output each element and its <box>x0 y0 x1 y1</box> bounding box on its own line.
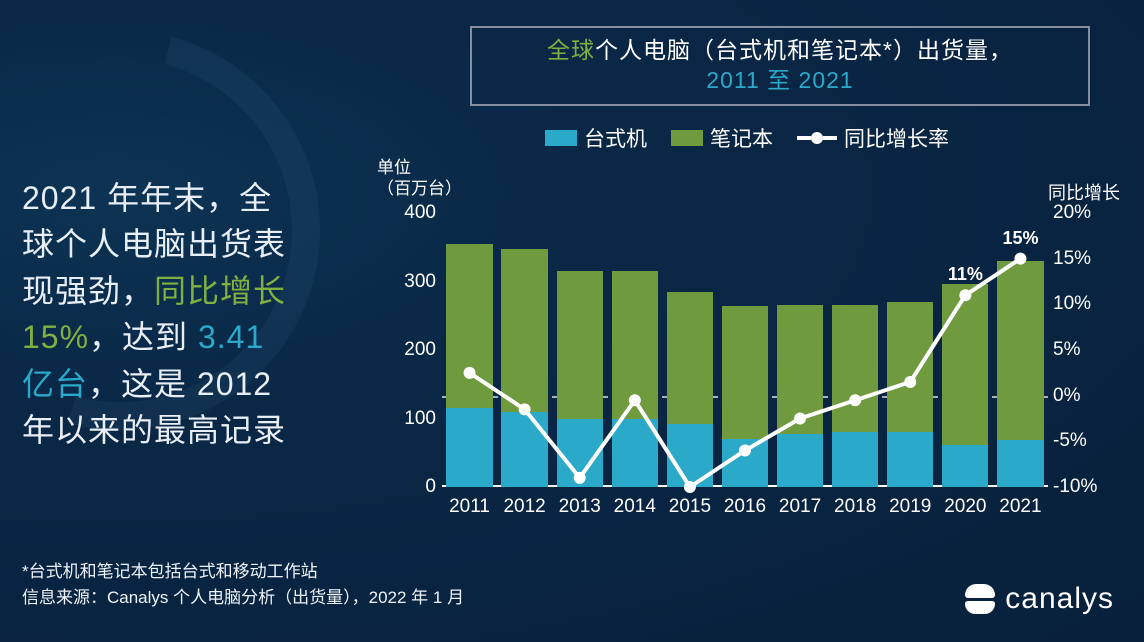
legend-growth: 同比增长率 <box>797 123 949 153</box>
legend: 台式机 笔记本 同比增长率 <box>545 123 949 153</box>
plot-region: 0100200300400-10%-5%0%5%10%15%20%2011201… <box>442 213 1048 487</box>
x-tick-label: 2016 <box>715 496 775 518</box>
bar-notebook <box>612 271 658 418</box>
y2-tick: 0% <box>1053 385 1108 407</box>
legend-desktop: 台式机 <box>545 123 647 153</box>
legend-notebook: 笔记本 <box>671 123 773 153</box>
brand-logo: canalys <box>965 582 1114 616</box>
title-mid: 个人电脑（台式机和笔记本*）出货量， <box>595 37 1013 63</box>
footnote: *台式机和笔记本包括台式和移动工作站 信息来源：Canalys 个人电脑分析（出… <box>22 559 464 610</box>
bar-notebook <box>832 305 878 432</box>
x-tick-label: 2011 <box>440 496 500 518</box>
bar-desktop <box>997 440 1043 487</box>
bar-notebook <box>942 284 988 445</box>
bar-desktop <box>446 408 492 487</box>
bar-desktop <box>501 412 547 487</box>
y2-tick: -10% <box>1053 476 1108 498</box>
bar-desktop <box>777 434 823 487</box>
canalys-icon <box>965 584 995 614</box>
x-tick-label: 2012 <box>495 496 555 518</box>
bar-desktop <box>942 445 988 487</box>
title-global: 全球 <box>547 37 595 63</box>
bar-desktop <box>557 419 603 488</box>
bar-notebook <box>557 271 603 418</box>
data-label: 11% <box>948 264 983 285</box>
y2-tick: -5% <box>1053 430 1108 452</box>
y1-axis-title: 单位 （百万台） <box>377 157 462 200</box>
x-tick-label: 2018 <box>825 496 885 518</box>
legend-line-icon <box>797 132 837 144</box>
data-label: 15% <box>1002 228 1038 249</box>
y2-tick: 10% <box>1053 293 1108 315</box>
bar-notebook <box>722 306 768 440</box>
x-tick-label: 2015 <box>660 496 720 518</box>
x-tick-label: 2014 <box>605 496 665 518</box>
x-tick-label: 2020 <box>935 496 995 518</box>
x-tick-label: 2019 <box>880 496 940 518</box>
title-box: 全球个人电脑（台式机和笔记本*）出货量， 2011 至 2021 <box>470 26 1090 106</box>
x-tick-label: 2017 <box>770 496 830 518</box>
bar-desktop <box>667 424 713 487</box>
x-tick-label: 2021 <box>990 496 1050 518</box>
y1-tick: 200 <box>392 339 436 361</box>
legend-swatch-desktop <box>545 130 577 146</box>
bar-notebook <box>667 292 713 424</box>
y1-tick: 0 <box>392 476 436 498</box>
title-years: 2011 至 2021 <box>706 67 853 93</box>
y1-tick: 400 <box>392 202 436 224</box>
bar-desktop <box>832 432 878 487</box>
y2-tick: 15% <box>1053 248 1108 270</box>
y2-tick: 20% <box>1053 202 1108 224</box>
bar-desktop <box>887 432 933 487</box>
bar-notebook <box>997 261 1043 440</box>
bar-notebook <box>777 305 823 434</box>
brand-text: canalys <box>1005 582 1114 616</box>
bar-notebook <box>446 244 492 408</box>
legend-swatch-notebook <box>671 130 703 146</box>
bar-desktop <box>612 419 658 488</box>
summary-text: 2021 年年末，全 球个人电脑出货表 现强劲，同比增长 15%，达到 3.41… <box>22 175 367 453</box>
bar-notebook <box>501 249 547 412</box>
y1-tick: 100 <box>392 408 436 430</box>
bar-desktop <box>722 439 768 487</box>
bar-notebook <box>887 302 933 432</box>
x-tick-label: 2013 <box>550 496 610 518</box>
y2-tick: 5% <box>1053 339 1108 361</box>
y1-tick: 300 <box>392 271 436 293</box>
chart-area: 单位 （百万台） 同比增长 0100200300400-10%-5%0%5%10… <box>370 157 1120 527</box>
